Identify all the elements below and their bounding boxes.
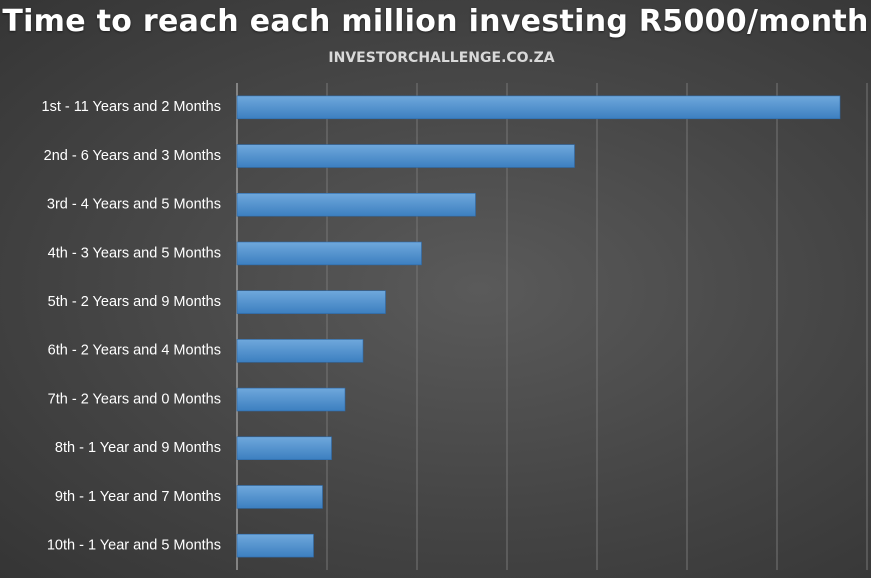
category-label-5: 5th - 2 Years and 9 Months (48, 294, 221, 310)
bar-8 (236, 436, 332, 460)
bar-4 (236, 241, 422, 266)
bar-7 (236, 387, 346, 412)
category-label-8: 8th - 1 Year and 9 Months (55, 440, 221, 456)
bar-9 (236, 485, 323, 509)
category-label-6: 6th - 2 Years and 4 Months (48, 343, 221, 359)
category-label-4: 4th - 3 Years and 5 Months (48, 245, 221, 261)
category-labels: 1st - 11 Years and 2 Months 2nd - 6 Years… (42, 99, 222, 553)
category-label-7: 7th - 2 Years and 0 Months (48, 391, 221, 407)
chart-title: Time to reach each million investing R50… (2, 4, 869, 39)
bar-5 (236, 290, 386, 314)
bar-2 (236, 144, 575, 168)
chart-subtitle: INVESTORCHALLENGE.CO.ZA (328, 50, 555, 66)
bar-6 (236, 339, 364, 363)
bar-3 (236, 193, 476, 217)
bar-1 (236, 95, 841, 120)
bar-10 (236, 533, 314, 558)
bars (236, 95, 841, 558)
category-label-2: 2nd - 6 Years and 3 Months (44, 148, 221, 164)
category-label-3: 3rd - 4 Years and 5 Months (47, 197, 221, 213)
category-label-10: 10th - 1 Year and 5 Months (47, 537, 221, 553)
category-label-1: 1st - 11 Years and 2 Months (42, 99, 222, 115)
category-label-9: 9th - 1 Year and 7 Months (55, 489, 221, 505)
